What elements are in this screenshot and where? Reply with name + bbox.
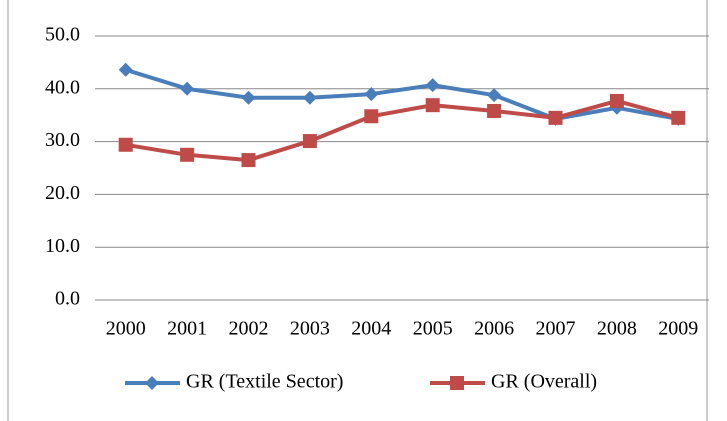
marker xyxy=(609,93,624,108)
marker xyxy=(241,90,256,105)
legend-label: GR (Textile Sector) xyxy=(186,371,343,393)
y-tick-label: 20.0 xyxy=(45,182,80,204)
x-tick-label: 2008 xyxy=(597,318,637,340)
marker xyxy=(118,137,133,152)
y-tick-label: 50.0 xyxy=(45,24,80,46)
x-tick-label: 2001 xyxy=(167,318,207,340)
marker xyxy=(450,376,464,390)
marker xyxy=(487,103,502,118)
y-tick-label: 0.0 xyxy=(55,288,80,310)
x-tick-label: 2006 xyxy=(474,318,514,340)
y-tick-label: 30.0 xyxy=(45,129,80,151)
marker xyxy=(302,90,317,105)
marker xyxy=(118,62,133,77)
marker xyxy=(425,98,440,113)
series-line xyxy=(125,67,679,121)
x-tick-label: 2000 xyxy=(106,318,146,340)
y-tick-label: 10.0 xyxy=(45,235,80,257)
marker xyxy=(180,81,195,96)
marker xyxy=(145,376,159,390)
marker xyxy=(364,87,379,102)
marker xyxy=(241,153,256,168)
y-tick-label: 40.0 xyxy=(45,76,80,98)
marker xyxy=(302,134,317,149)
x-tick-label: 2007 xyxy=(536,318,576,340)
marker xyxy=(364,109,379,124)
marker xyxy=(671,110,686,125)
legend-label: GR (Overall) xyxy=(491,371,597,393)
marker xyxy=(180,147,195,162)
x-tick-label: 2002 xyxy=(229,318,269,340)
marker xyxy=(425,78,440,93)
series-line xyxy=(125,98,679,163)
x-tick-label: 2003 xyxy=(290,318,330,340)
x-tick-label: 2004 xyxy=(351,318,391,340)
marker xyxy=(487,88,502,103)
x-tick-label: 2009 xyxy=(658,318,698,340)
x-tick-label: 2005 xyxy=(413,318,453,340)
marker xyxy=(548,110,563,125)
